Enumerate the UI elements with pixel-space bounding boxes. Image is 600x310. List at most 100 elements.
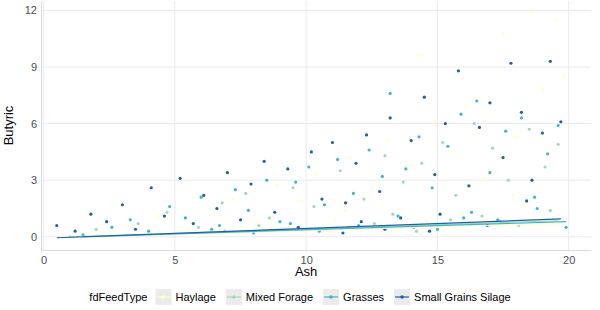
point	[444, 122, 447, 125]
point	[368, 148, 371, 151]
point	[420, 162, 423, 165]
tick-label: 3	[31, 174, 37, 186]
point	[488, 101, 491, 104]
point	[475, 99, 478, 102]
point	[231, 197, 234, 200]
tick-label: 9	[31, 61, 37, 73]
point	[473, 122, 476, 125]
point	[465, 103, 468, 106]
axis-line	[41, 2, 42, 251]
y-axis-title: Butyric	[1, 105, 16, 145]
point	[528, 128, 531, 131]
point	[449, 218, 452, 221]
point	[389, 116, 392, 119]
legend-marker	[329, 295, 333, 299]
point	[378, 190, 381, 193]
legend-marker	[232, 295, 236, 299]
tick-label: 12	[25, 4, 37, 16]
series	[81, 92, 567, 237]
point	[276, 184, 279, 187]
point	[425, 220, 428, 223]
point	[520, 111, 523, 114]
point	[452, 150, 455, 153]
tick-label: 0	[41, 254, 47, 266]
point	[428, 230, 431, 233]
point	[467, 184, 470, 187]
grid	[41, 1, 591, 250]
tick: 3	[31, 174, 41, 186]
point	[289, 222, 292, 225]
point	[564, 226, 567, 229]
point	[501, 31, 504, 34]
point	[549, 209, 552, 212]
legend: fdFeedTypeHaylageMixed ForageGrassesSmal…	[89, 289, 510, 305]
point	[294, 180, 297, 183]
point	[307, 165, 310, 168]
point	[457, 69, 460, 72]
point	[147, 230, 150, 233]
point	[226, 171, 229, 174]
series	[68, 122, 560, 238]
point	[483, 177, 486, 180]
grid-line	[437, 1, 438, 250]
point	[470, 211, 473, 214]
point	[478, 126, 481, 129]
point	[215, 207, 218, 210]
point	[126, 224, 129, 227]
point	[323, 203, 326, 206]
legend-key	[226, 289, 242, 305]
point	[446, 145, 449, 148]
point	[186, 228, 189, 231]
point	[488, 171, 491, 174]
point	[344, 201, 347, 204]
point	[121, 203, 124, 206]
legend-marker	[400, 295, 404, 299]
point	[312, 205, 315, 208]
point	[512, 194, 515, 197]
point	[268, 216, 271, 219]
point	[299, 199, 302, 202]
point	[543, 165, 546, 168]
grid-line	[43, 1, 44, 250]
point	[239, 218, 242, 221]
point	[396, 214, 399, 217]
point	[480, 214, 483, 217]
point	[221, 201, 224, 204]
point	[433, 120, 436, 123]
y-axis: 036912	[25, 2, 42, 251]
tick: 15	[432, 250, 444, 266]
legend-label: Grasses	[343, 291, 384, 303]
point	[522, 203, 525, 206]
point	[349, 156, 352, 159]
point	[95, 228, 98, 231]
point	[525, 199, 528, 202]
grid-line	[41, 10, 591, 11]
point	[354, 162, 357, 165]
point	[373, 222, 376, 225]
legend-label: Small Grains Silage	[414, 291, 511, 303]
point	[55, 224, 58, 227]
point	[530, 11, 533, 14]
point	[559, 120, 562, 123]
marks	[55, 11, 568, 239]
point	[336, 158, 339, 161]
point	[438, 213, 441, 216]
point	[263, 160, 266, 163]
plot: 05101520036912	[25, 1, 592, 266]
point	[491, 147, 494, 150]
point	[129, 218, 132, 221]
point	[333, 218, 336, 221]
point	[423, 96, 426, 99]
point	[546, 152, 549, 155]
trend-line	[57, 219, 561, 238]
point	[255, 222, 258, 225]
point	[557, 143, 560, 146]
point	[110, 226, 113, 229]
grid-line	[41, 67, 591, 68]
point	[399, 216, 402, 219]
point	[407, 164, 410, 167]
legend-label: Haylage	[175, 291, 215, 303]
point	[315, 173, 318, 176]
tick-label: 5	[172, 254, 178, 266]
legend-label: Mixed Forage	[246, 291, 313, 303]
